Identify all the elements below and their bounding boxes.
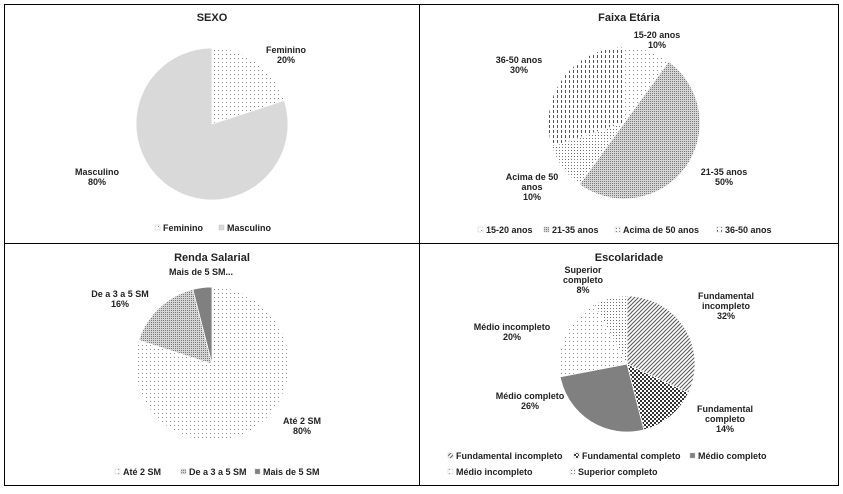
data-label-ate-2-sm: Até 2 SM 80% xyxy=(283,416,321,436)
data-label-fundamental-completo: Fundamental completo 14% xyxy=(697,404,753,434)
chart-title: Escolaridade xyxy=(595,252,663,264)
legend-swatch-feminino xyxy=(154,224,161,231)
chart-faixa-etaria: Faixa Etária 15-20 anos 10% 21-35 anos 50% Ac… xyxy=(477,12,772,235)
pie-slice-de-a-3-a-5-sm xyxy=(138,288,213,365)
pie-slice-mais-de-5-sm xyxy=(192,286,213,365)
pie-slice-21-35-anos xyxy=(578,60,701,200)
legend-entry-feminino: Feminino xyxy=(163,223,204,233)
legend-swatch-15-20-anos xyxy=(477,226,484,233)
data-label-feminino: Feminino 20% xyxy=(266,45,307,65)
pie-slice-36-50-anos xyxy=(547,46,625,147)
legend-entry-21-35-anos: 21-35 anos xyxy=(552,225,599,235)
legend-entry-medio-completo: Médio completo xyxy=(698,451,767,461)
legend-entry-acima-de-50-anos: Acima de 50 anos xyxy=(623,225,699,235)
legend-swatch-21-35-anos xyxy=(543,226,550,233)
data-label-acima-de-50-anos: Acima de 50 anos 10% xyxy=(506,172,559,202)
pie-slice-superior-completo xyxy=(593,295,628,365)
legend-swatch-fundamental-incompleto xyxy=(447,452,454,459)
data-label-36-50-anos: 36-50 anos 30% xyxy=(496,55,543,75)
data-label-fundamental-incompleto: Fundamental incompleto 32% xyxy=(698,291,754,321)
data-label-21-35-anos: 21-35 anos 50% xyxy=(701,167,748,187)
panel-sexo: SEXO Feminino 20% Masculino 80% Feminino Mascu… xyxy=(4,4,420,244)
chart-title: SEXO xyxy=(197,12,228,24)
legend-swatch-medio-incompleto xyxy=(447,468,454,475)
legend-swatch-medio-completo xyxy=(689,452,696,459)
data-label-superior-completo: Superior completo 8% xyxy=(563,265,604,295)
legend-swatch-acima-de-50-anos xyxy=(614,226,621,233)
legend-swatch-masculino xyxy=(218,224,225,231)
data-label-mais-de-5-sm: Mais de 5 SM... xyxy=(169,267,233,277)
pie-slice-medio-incompleto xyxy=(558,303,628,378)
data-label-medio-incompleto: Médio incompleto 20% xyxy=(474,322,551,342)
legend-swatch-ate-2-sm xyxy=(114,468,121,475)
legend-entry-fundamental-incompleto: Fundamental incompleto xyxy=(456,451,563,461)
pie-slice-masculino xyxy=(135,47,289,201)
legend-entry-de-a-3-a-5-sm: De a 3 a 5 SM xyxy=(189,467,247,477)
legend-entry-masculino: Masculino xyxy=(227,223,272,233)
pie-slice-feminino xyxy=(211,47,285,125)
legend-entry-fundamental-completo: Fundamental completo xyxy=(582,451,681,461)
legend-entry-15-20-anos: 15-20 anos xyxy=(486,225,533,235)
legend-swatch-superior-completo xyxy=(569,468,576,475)
legend-swatch-de-a-3-a-5-sm xyxy=(180,468,187,475)
chart-title: Faixa Etária xyxy=(598,12,661,24)
legend-swatch-fundamental-completo xyxy=(573,452,580,459)
panel-faixa-etaria: Faixa Etária 15-20 anos 10% 21-35 anos 50% Ac… xyxy=(419,4,839,244)
legend-entry-ate-2-sm: Até 2 SM xyxy=(123,467,161,477)
chart-sexo: SEXO Feminino 20% Masculino 80% Feminino Mascu… xyxy=(75,12,307,233)
legend-entry-36-50-anos: 36-50 anos xyxy=(725,225,772,235)
legend-entry-mais-de-5-sm: Mais de 5 SM xyxy=(263,467,320,477)
chart-title: Renda Salarial xyxy=(174,252,250,264)
data-label-medio-completo: Médio completo 26% xyxy=(496,391,565,411)
data-label-15-20-anos: 15-20 anos 10% xyxy=(634,30,681,50)
pie-slice-fundamental-incompleto xyxy=(626,295,696,394)
data-label-de-a-3-a-5-sm: De a 3 a 5 SM 16% xyxy=(91,289,149,309)
pie-slice-medio-completo xyxy=(559,363,645,433)
panel-renda-salarial: Renda Salarial Até 2 SM 80% De a 3 a 5 SM 16… xyxy=(4,243,420,486)
legend-swatch-36-50-anos xyxy=(716,226,723,233)
data-label-masculino: Masculino 80% xyxy=(75,167,120,187)
chart-renda-salarial: Renda Salarial Até 2 SM 80% De a 3 a 5 SM 16… xyxy=(91,252,321,477)
chart-escolaridade: Escolaridade Fundamental incompleto 32% Fund… xyxy=(447,252,767,477)
pie-slice-fundamental-completo xyxy=(626,363,690,431)
legend-swatch-mais-de-5-sm xyxy=(254,468,261,475)
panel-escolaridade: Escolaridade Fundamental incompleto 32% Fund… xyxy=(419,243,839,486)
legend-entry-superior-completo: Superior completo xyxy=(578,467,658,477)
legend-entry-medio-incompleto: Médio incompleto xyxy=(456,467,533,477)
